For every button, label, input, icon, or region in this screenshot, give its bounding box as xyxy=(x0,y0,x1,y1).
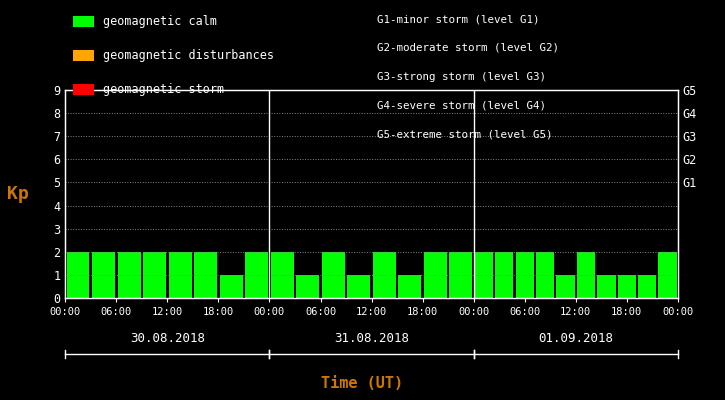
Text: G4-severe storm (level G4): G4-severe storm (level G4) xyxy=(377,100,546,110)
Text: Time (UT): Time (UT) xyxy=(321,376,404,392)
Bar xyxy=(577,252,595,298)
Text: geomagnetic disturbances: geomagnetic disturbances xyxy=(103,49,274,62)
Bar xyxy=(67,252,89,298)
Bar xyxy=(322,252,345,298)
Bar xyxy=(117,252,141,298)
Bar xyxy=(194,252,217,298)
Bar xyxy=(536,252,555,298)
Bar xyxy=(450,252,473,298)
Bar xyxy=(475,252,493,298)
Bar xyxy=(658,252,677,298)
Bar xyxy=(245,252,268,298)
Bar xyxy=(597,275,616,298)
Text: 31.08.2018: 31.08.2018 xyxy=(334,332,409,344)
Text: G5-extreme storm (level G5): G5-extreme storm (level G5) xyxy=(377,129,552,139)
Text: geomagnetic calm: geomagnetic calm xyxy=(103,15,217,28)
Text: geomagnetic storm: geomagnetic storm xyxy=(103,83,224,96)
Text: 30.08.2018: 30.08.2018 xyxy=(130,332,205,344)
Bar xyxy=(398,275,421,298)
Bar xyxy=(220,275,243,298)
Text: G1-minor storm (level G1): G1-minor storm (level G1) xyxy=(377,14,539,24)
Bar xyxy=(347,275,370,298)
Bar xyxy=(169,252,191,298)
Bar xyxy=(143,252,166,298)
Bar xyxy=(270,252,294,298)
Text: 01.09.2018: 01.09.2018 xyxy=(538,332,613,344)
Bar xyxy=(638,275,656,298)
Bar xyxy=(424,252,447,298)
Bar xyxy=(495,252,513,298)
Bar xyxy=(297,275,319,298)
Bar xyxy=(556,275,575,298)
Text: Kp: Kp xyxy=(7,185,29,203)
Bar xyxy=(373,252,396,298)
Bar xyxy=(618,275,636,298)
Text: G3-strong storm (level G3): G3-strong storm (level G3) xyxy=(377,72,546,82)
Bar xyxy=(515,252,534,298)
Text: G2-moderate storm (level G2): G2-moderate storm (level G2) xyxy=(377,43,559,53)
Bar xyxy=(92,252,115,298)
